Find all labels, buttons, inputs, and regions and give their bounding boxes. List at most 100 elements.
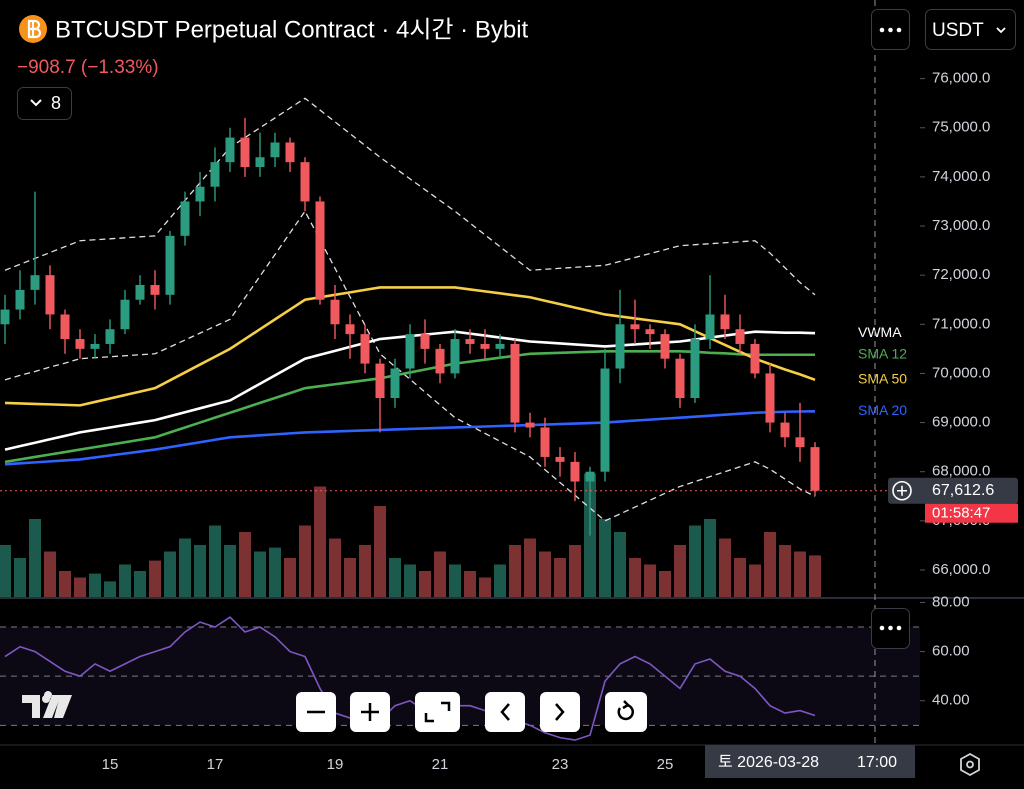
volume-bar: [284, 558, 296, 597]
volume-bar: [239, 532, 251, 597]
volume-bar: [794, 551, 806, 597]
candle-body: [510, 343, 520, 423]
volume-bar: [479, 577, 491, 597]
candle-body: [810, 447, 820, 491]
volume-bar: [704, 519, 716, 597]
indicator-count: 8: [51, 93, 61, 113]
logo: [22, 691, 61, 718]
candle-body: [690, 339, 700, 398]
add-alert-icon[interactable]: [892, 480, 912, 501]
rsi-tick-label: 40.00: [932, 692, 970, 709]
countdown-box: [925, 503, 1018, 523]
scroll-left-button[interactable]: [485, 692, 525, 732]
plus-icon: [361, 703, 379, 721]
candle-body: [600, 368, 610, 472]
volume-bar: [614, 532, 626, 597]
candle-body: [660, 334, 670, 359]
x-tick-label: 15: [102, 756, 119, 773]
crosshair-time: 17:00: [857, 754, 897, 771]
candle-body: [0, 309, 10, 325]
bollinger-lower: [4, 210, 816, 522]
volume-bar: [734, 558, 746, 597]
candle-body: [450, 339, 460, 374]
last-price-label: 67,612.6: [932, 482, 994, 499]
candle-body: [405, 334, 415, 369]
candle-body: [105, 329, 115, 344]
volume-bar: [164, 551, 176, 597]
candle-body: [675, 358, 685, 398]
candle-body: [30, 275, 40, 290]
x-tick-label: 23: [552, 756, 569, 773]
volume-bar: [419, 571, 431, 597]
scroll-right-button[interactable]: [540, 692, 580, 732]
dot: [888, 625, 893, 631]
candle-body: [645, 329, 655, 335]
candle-body: [615, 324, 625, 369]
volume-bar: [44, 551, 56, 597]
volume-bar: [659, 571, 671, 597]
last-price-box: [888, 477, 1018, 504]
candle-body: [555, 456, 565, 462]
candle-body: [435, 348, 445, 374]
candle-body: [180, 201, 190, 236]
candle-body: [315, 201, 325, 300]
candle-body: [165, 235, 175, 295]
price-change: −908.7 (−1.33%): [17, 57, 159, 78]
reset-icon: [622, 700, 631, 710]
volume-bar: [374, 506, 386, 597]
rsi-tick-label: 60.00: [932, 643, 970, 660]
candle-body: [720, 314, 730, 330]
rsi-tick-label: 80.00: [932, 593, 970, 610]
legend-label: SMA 12: [858, 345, 907, 361]
legend-label: SMA 20: [858, 402, 907, 418]
candle-body: [345, 324, 355, 335]
volume-bar: [434, 551, 446, 597]
bollinger-upper: [4, 97, 816, 296]
candle-body: [780, 422, 790, 438]
settings-icon: [966, 760, 974, 769]
volume-bar: [89, 573, 101, 597]
candle-body: [360, 334, 370, 364]
y-tick-label: 75,000.0: [932, 119, 990, 136]
candle-body: [45, 275, 55, 315]
volume-bar: [749, 564, 761, 597]
candle-body: [270, 142, 280, 158]
volume-bar: [524, 538, 536, 597]
fullscreen-icon: [424, 701, 451, 723]
volume-bar: [554, 558, 566, 597]
volume-bar: [809, 555, 821, 597]
candle-body: [285, 142, 295, 163]
currency-select[interactable]: [925, 9, 1016, 50]
volume-bar: [209, 525, 221, 597]
volume-bar: [719, 538, 731, 597]
volume-bar: [389, 558, 401, 597]
indicator-toggle[interactable]: [17, 87, 72, 120]
right-icon: [555, 703, 565, 721]
volume-bar: [449, 564, 461, 597]
dot: [879, 625, 885, 631]
volume-bar: [539, 551, 551, 597]
candle-body: [390, 368, 400, 398]
settings-icon[interactable]: [960, 752, 980, 777]
candle-body: [585, 471, 595, 482]
fullscreen-button[interactable]: [415, 692, 460, 732]
reset-button[interactable]: [605, 692, 647, 732]
volume-bar: [494, 564, 506, 597]
reset-icon: [617, 703, 634, 721]
chevron-icon: [996, 27, 1006, 34]
price-layer: VWMA SMA 12 SMA 50 SMA 20: [0, 97, 920, 536]
legend-label: VWMA: [858, 324, 902, 340]
add-alert-icon: [897, 485, 907, 496]
candle-body: [480, 343, 490, 349]
y-tick-label: 70,000.0: [932, 364, 990, 381]
y-tick-label: 71,000.0: [932, 315, 990, 332]
candle-body: [465, 339, 475, 344]
y-tick-label: 68,000.0: [932, 463, 990, 480]
x-tick-label: 21: [432, 756, 449, 773]
volume-bar: [629, 558, 641, 597]
candle-body: [75, 339, 85, 349]
volume-bar: [224, 545, 236, 597]
crosshair-date: 토 2026-03-28: [718, 754, 819, 771]
volume-bar: [644, 564, 656, 597]
candle-body: [225, 137, 235, 163]
